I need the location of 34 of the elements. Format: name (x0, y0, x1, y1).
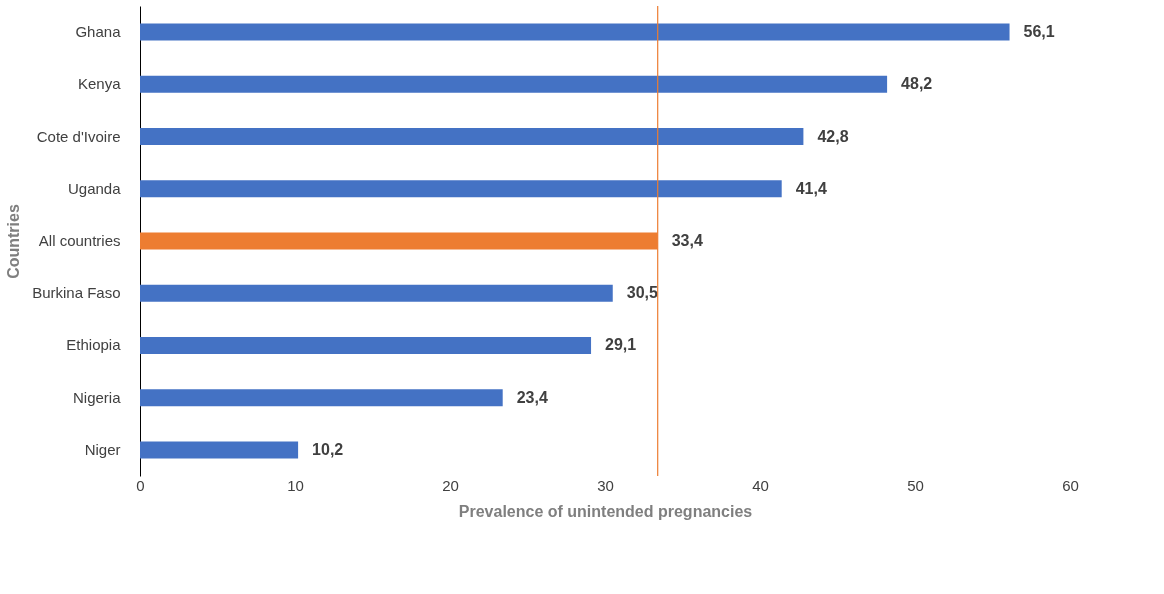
bar (140, 389, 503, 407)
y-tick-label: Kenya (77, 75, 122, 93)
bar (140, 75, 888, 93)
data-label: 29,1 (605, 336, 637, 354)
data-label: 33,4 (671, 232, 703, 249)
y-tick-label: Ghana (75, 23, 122, 41)
y-tick-label: Nigeria (72, 388, 122, 406)
bar (140, 441, 299, 459)
y-tick-label: Cote d'Ivoire (36, 127, 121, 145)
x-tick-label: 60 (1062, 476, 1079, 494)
y-tick-label: Burkina Faso (32, 284, 121, 302)
bar (140, 284, 613, 302)
bar (140, 23, 1010, 41)
bar (140, 336, 592, 354)
y-tick-label: Ethiopia (66, 336, 122, 354)
x-tick-label: 30 (597, 476, 614, 494)
data-label: 10,2 (312, 440, 344, 458)
data-label: 42,8 (817, 127, 849, 145)
y-tick-label: All countries (38, 232, 121, 249)
data-label: 41,4 (795, 179, 827, 197)
data-label: 48,2 (901, 75, 933, 93)
x-tick-label: 10 (287, 476, 304, 494)
y-tick-label: Uganda (67, 179, 122, 197)
x-tick-label: 50 (907, 476, 924, 494)
y-tick-label: Niger (84, 440, 121, 458)
x-tick-label: 40 (752, 476, 769, 494)
bar (140, 128, 804, 146)
data-label: 56,1 (1023, 23, 1055, 41)
y-axis-title: Countries (5, 204, 23, 279)
x-axis-title: Prevalence of unintended pregnancies (458, 502, 753, 520)
x-tick-label: 20 (442, 476, 459, 494)
x-tick-label: 0 (136, 476, 145, 494)
bar (140, 180, 782, 198)
data-label: 23,4 (516, 388, 548, 406)
